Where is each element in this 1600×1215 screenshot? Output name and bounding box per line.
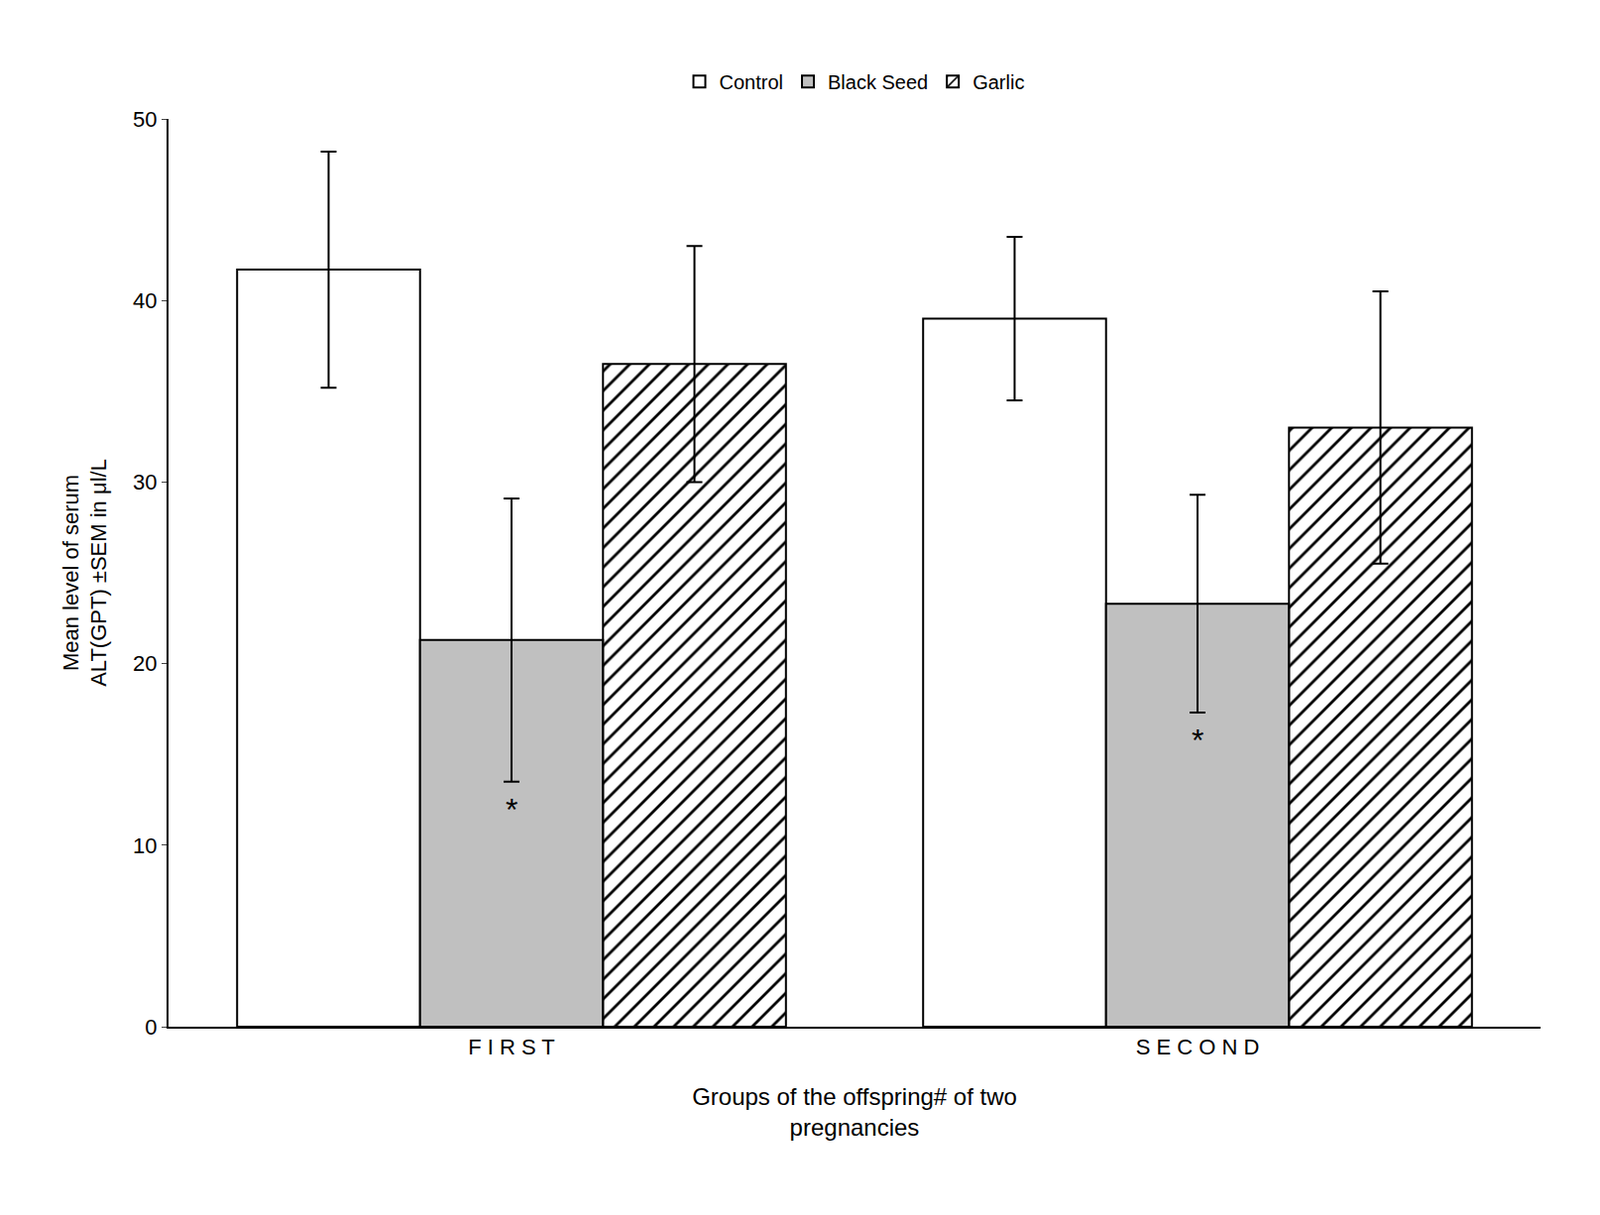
- svg-text:10: 10: [132, 833, 157, 859]
- svg-text:30: 30: [132, 469, 157, 495]
- svg-text:*: *: [1191, 722, 1204, 759]
- svg-text:Garlic: Garlic: [972, 71, 1025, 94]
- svg-text:20: 20: [132, 651, 157, 677]
- svg-text:F I R S T: F I R S T: [467, 1034, 556, 1060]
- svg-text:Control: Control: [719, 71, 784, 94]
- svg-text:40: 40: [132, 288, 157, 314]
- svg-text:Black Seed: Black Seed: [827, 71, 928, 94]
- svg-text:Groups of the offspring# of tw: Groups of the offspring# of twopregnanci…: [691, 1083, 1018, 1142]
- svg-text:*: *: [505, 792, 518, 828]
- svg-text:50: 50: [132, 107, 157, 132]
- svg-text:S E C O N D: S E C O N D: [1136, 1034, 1260, 1060]
- svg-text:Mean level of serumALT(GPT) ±S: Mean level of serumALT(GPT) ±SEM in μl/L: [58, 458, 113, 687]
- svg-text:0: 0: [144, 1015, 157, 1040]
